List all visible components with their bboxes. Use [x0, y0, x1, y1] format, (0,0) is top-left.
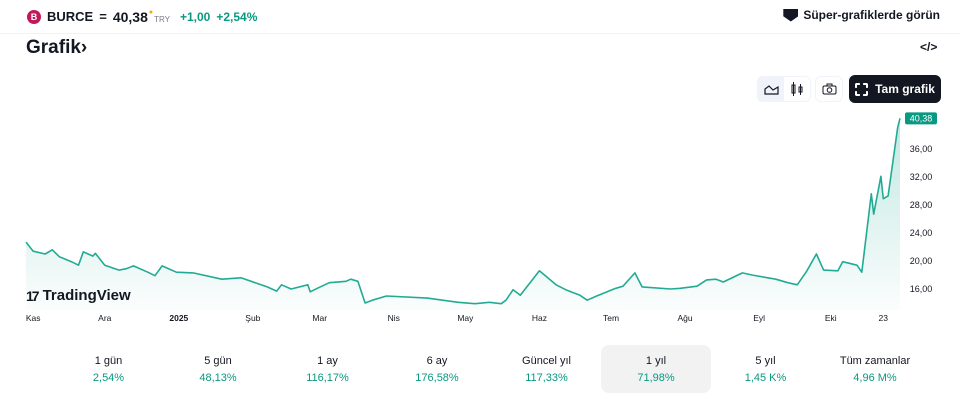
period-7[interactable]: Tüm zamanlar 4,96 M% [820, 345, 930, 393]
market-status-icon: ● [148, 8, 154, 16]
last-price-label: 40,38 [910, 113, 933, 123]
title-text: Grafik [26, 37, 81, 58]
supercharts-label: Süper-grafiklerde görün [803, 8, 940, 22]
full-chart-button[interactable]: Tam grafik [849, 75, 941, 103]
y-tick-label: 36,00 [910, 144, 933, 154]
supercharts-icon [783, 8, 799, 22]
symbol-logo: B [27, 9, 41, 24]
tradingview-logo-icon: 17 [26, 287, 40, 304]
x-tick-label: Eki [825, 313, 837, 323]
x-tick-label: 23 [879, 313, 889, 323]
period-2[interactable]: 1 ay 116,17% [273, 345, 383, 393]
candles-icon[interactable] [784, 77, 810, 101]
period-label: 1 gün [94, 355, 123, 367]
last-price: 40,38 [112, 8, 148, 25]
y-tick-label: 24,00 [910, 228, 933, 238]
y-tick-label: 20,00 [910, 256, 933, 266]
symbol-name[interactable]: BURCE [47, 9, 94, 24]
chevron-right-icon: › [80, 37, 88, 58]
price-change-percent: +2,54% [216, 9, 258, 24]
period-return: 71,98% [637, 372, 675, 384]
period-return: 116,17% [306, 372, 349, 384]
x-tick-label: Ara [98, 313, 112, 323]
tradingview-watermark[interactable]: 17 TradingView [26, 287, 131, 304]
y-tick-label: 28,00 [910, 200, 933, 210]
x-tick-label: Ağu [678, 313, 693, 323]
price-group: 40,38 ● TRY [113, 9, 170, 25]
x-tick-label: Kas [26, 313, 41, 323]
full-chart-label: Tam grafik [875, 82, 935, 96]
price-area-fill [26, 118, 900, 310]
embed-code-button[interactable]: </> [920, 40, 938, 54]
tradingview-label: TradingView [42, 287, 131, 304]
period-label: Tüm zamanlar [839, 355, 911, 367]
period-selector: 1 gün 2,54% 5 gün 48,13% 1 ay 116,17% 6 ay 176,… [0, 345, 960, 393]
period-return: 2,54% [92, 372, 125, 384]
x-tick-label: Tem [603, 313, 619, 323]
period-return: 117,33% [525, 372, 568, 384]
price-chart[interactable]: 16,00 20,00 24,00 28,00 32,00 36,00 Kas Ara 2025… [0, 110, 960, 325]
price-change: +1,00 [179, 9, 211, 24]
price-line [25, 118, 901, 305]
period-label: 6 ay [426, 355, 448, 367]
period-label: Güncel yıl [522, 355, 571, 367]
symbol-header: B BURCE = 40,38 ● TRY +1,00 +2,54% Süper… [0, 0, 960, 34]
area-chart-icon[interactable] [758, 77, 784, 101]
period-return: 48,13% [199, 372, 237, 384]
x-tick-label: Şub [245, 313, 260, 323]
last-price-label-bg [905, 112, 937, 125]
period-6[interactable]: 5 yıl 1,45 K% [711, 345, 821, 393]
period-5[interactable]: 1 yıl 71,98% [601, 345, 711, 393]
x-tick-label: Nis [388, 313, 400, 323]
currency: TRY [154, 14, 170, 24]
chart-style-group [757, 76, 811, 102]
snapshot-group [815, 76, 843, 102]
supercharts-link[interactable]: Süper-grafiklerde görün [783, 8, 940, 22]
period-label: 5 yıl [755, 355, 776, 367]
period-label: 1 yıl [645, 355, 667, 367]
x-tick-label: May [457, 313, 474, 323]
x-tick-label: 2025 [169, 313, 188, 323]
separator: = [99, 9, 107, 24]
x-tick-label: Mar [312, 313, 327, 323]
x-tick-label: Eyl [753, 313, 765, 323]
x-tick-label: Haz [532, 313, 547, 323]
period-label: 1 ay [317, 355, 338, 367]
period-return: 176,58% [415, 372, 459, 384]
symbol-info: B BURCE = 40,38 ● TRY +1,00 +2,54% [27, 0, 257, 33]
period-return: 1,45 K% [744, 372, 787, 384]
period-label: 5 gün [204, 355, 232, 367]
period-4[interactable]: Güncel yıl 117,33% [492, 345, 602, 393]
period-1[interactable]: 5 gün 48,13% [163, 345, 273, 393]
fullscreen-icon [855, 82, 869, 96]
y-tick-label: 32,00 [910, 172, 933, 182]
y-tick-label: 16,00 [910, 284, 933, 294]
period-return: 4,96 M% [853, 372, 897, 384]
period-3[interactable]: 6 ay 176,58% [382, 345, 492, 393]
camera-icon[interactable] [816, 77, 842, 101]
period-0[interactable]: 1 gün 2,54% [54, 345, 164, 393]
chart-section-title[interactable]: Grafik› [26, 37, 87, 59]
